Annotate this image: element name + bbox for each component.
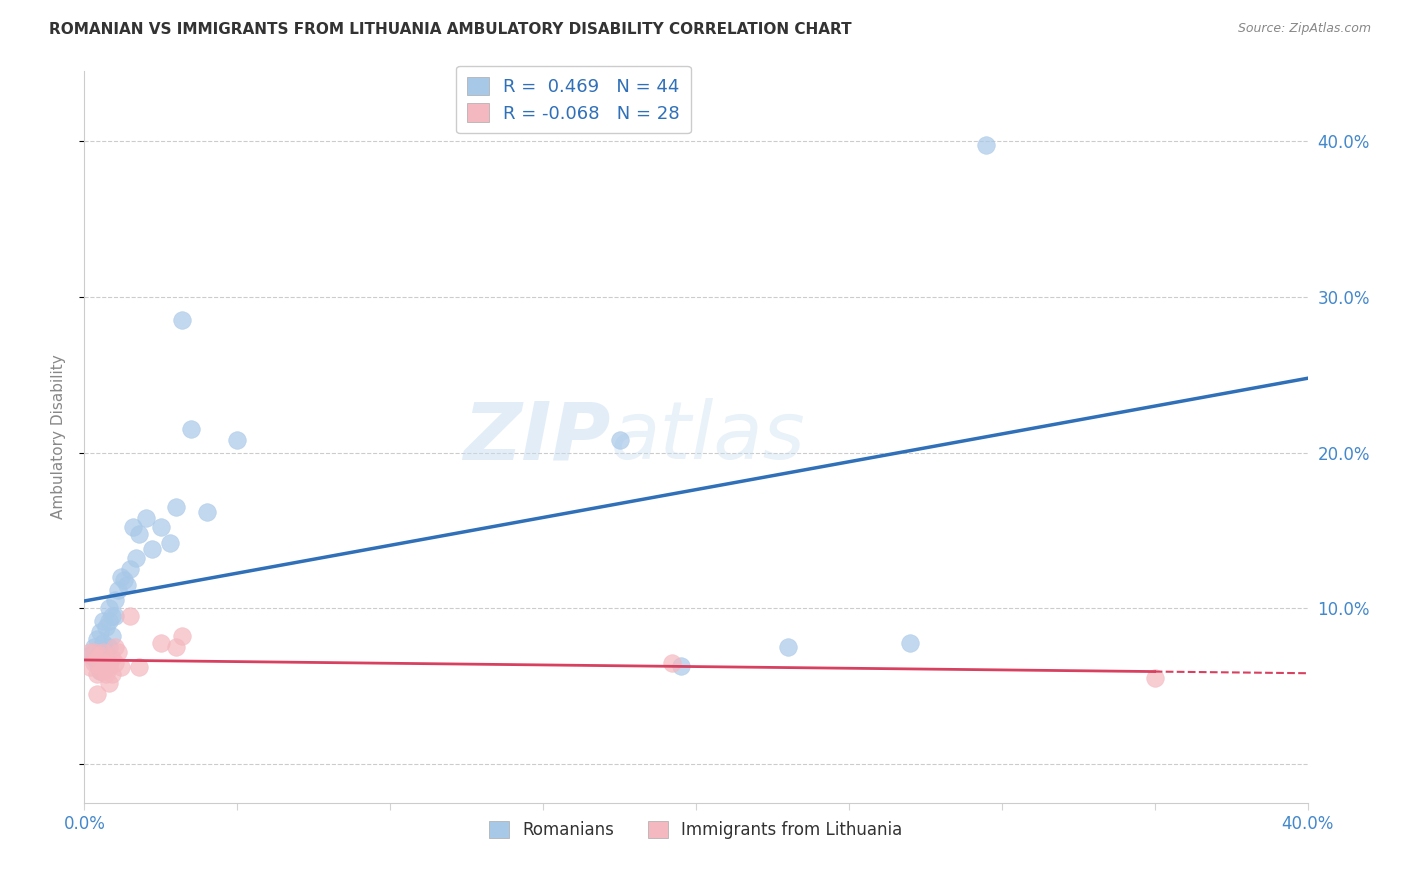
Y-axis label: Ambulatory Disability: Ambulatory Disability xyxy=(51,355,66,519)
Immigrants from Lithuania xyxy=(110,660,132,674)
Romanians xyxy=(165,500,187,515)
Romanians xyxy=(195,505,218,519)
Romanians xyxy=(107,582,129,597)
Romanians xyxy=(89,664,111,678)
Romanians xyxy=(91,635,114,649)
Romanians xyxy=(128,526,150,541)
Immigrants from Lithuania xyxy=(165,640,187,655)
Romanians xyxy=(180,422,202,436)
Romanians xyxy=(172,313,194,327)
Romanians xyxy=(83,651,105,665)
Text: ZIP: ZIP xyxy=(463,398,610,476)
Romanians xyxy=(91,614,114,628)
Romanians xyxy=(776,640,799,655)
Immigrants from Lithuania xyxy=(79,660,101,674)
Immigrants from Lithuania xyxy=(128,660,150,674)
Immigrants from Lithuania xyxy=(83,656,105,670)
Immigrants from Lithuania xyxy=(86,687,108,701)
Romanians xyxy=(898,635,921,649)
Romanians xyxy=(101,609,124,624)
Romanians xyxy=(226,433,249,447)
Romanians xyxy=(86,632,108,647)
Romanians xyxy=(89,624,111,639)
Romanians xyxy=(159,536,181,550)
Immigrants from Lithuania xyxy=(104,656,127,670)
Romanians xyxy=(94,620,117,634)
Romanians xyxy=(125,551,148,566)
Immigrants from Lithuania xyxy=(86,651,108,665)
Romanians xyxy=(89,645,111,659)
Romanians xyxy=(79,648,101,662)
Text: ROMANIAN VS IMMIGRANTS FROM LITHUANIA AMBULATORY DISABILITY CORRELATION CHART: ROMANIAN VS IMMIGRANTS FROM LITHUANIA AM… xyxy=(49,22,852,37)
Immigrants from Lithuania xyxy=(89,648,111,662)
Immigrants from Lithuania xyxy=(94,666,117,681)
Immigrants from Lithuania xyxy=(94,656,117,670)
Romanians xyxy=(104,609,127,624)
Immigrants from Lithuania xyxy=(91,645,114,659)
Romanians xyxy=(94,660,117,674)
Romanians xyxy=(104,593,127,607)
Romanians xyxy=(669,658,692,673)
Romanians xyxy=(101,629,124,643)
Text: Source: ZipAtlas.com: Source: ZipAtlas.com xyxy=(1237,22,1371,36)
Immigrants from Lithuania xyxy=(89,664,111,678)
Romanians xyxy=(112,574,135,588)
Immigrants from Lithuania xyxy=(172,629,194,643)
Romanians xyxy=(115,578,138,592)
Immigrants from Lithuania xyxy=(107,645,129,659)
Romanians xyxy=(97,601,120,615)
Romanians xyxy=(91,648,114,662)
Romanians xyxy=(122,520,145,534)
Text: atlas: atlas xyxy=(610,398,806,476)
Romanians xyxy=(94,645,117,659)
Romanians xyxy=(135,511,157,525)
Romanians xyxy=(149,520,172,534)
Romanians xyxy=(86,656,108,670)
Immigrants from Lithuania xyxy=(101,651,124,665)
Romanians xyxy=(110,570,132,584)
Romanians xyxy=(120,562,142,576)
Immigrants from Lithuania xyxy=(149,635,172,649)
Immigrants from Lithuania xyxy=(86,666,108,681)
Immigrants from Lithuania xyxy=(79,645,101,659)
Immigrants from Lithuania xyxy=(97,676,120,690)
Romanians xyxy=(83,640,105,655)
Romanians xyxy=(609,433,631,447)
Immigrants from Lithuania xyxy=(101,666,124,681)
Immigrants from Lithuania xyxy=(97,660,120,674)
Immigrants from Lithuania xyxy=(104,640,127,655)
Romanians xyxy=(141,542,163,557)
Legend: Romanians, Immigrants from Lithuania: Romanians, Immigrants from Lithuania xyxy=(479,811,912,849)
Immigrants from Lithuania xyxy=(1143,671,1166,685)
Romanians xyxy=(97,656,120,670)
Immigrants from Lithuania xyxy=(120,609,142,624)
Romanians xyxy=(976,137,998,152)
Immigrants from Lithuania xyxy=(83,645,105,659)
Romanians xyxy=(97,640,120,655)
Immigrants from Lithuania xyxy=(91,664,114,678)
Romanians xyxy=(97,614,120,628)
Immigrants from Lithuania xyxy=(661,656,683,670)
